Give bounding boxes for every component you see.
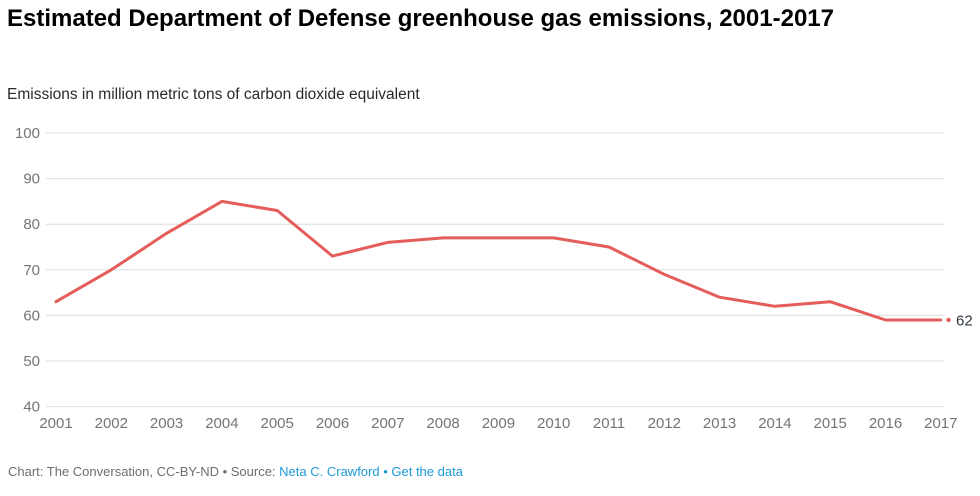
x-axis-label-2004: 2004 bbox=[205, 415, 238, 432]
chart-footer: Chart: The Conversation, CC-BY-ND • Sour… bbox=[8, 463, 463, 481]
source-link[interactable]: Neta C. Crawford bbox=[279, 464, 380, 479]
x-axis-label-2002: 2002 bbox=[95, 415, 128, 432]
y-axis-label-80: 80 bbox=[23, 216, 40, 233]
line-chart-area: 100 90 80 70 60 50 40 2001 2002 2003 2004 2005 2006 2… bbox=[0, 118, 980, 448]
y-axis-label-60: 60 bbox=[23, 307, 40, 324]
x-axis-label-2007: 2007 bbox=[371, 415, 404, 432]
x-axis-label-2010: 2010 bbox=[537, 415, 570, 432]
end-value-label: 62 bbox=[956, 312, 973, 329]
emissions-line bbox=[54, 199, 943, 322]
y-axis-label-100: 100 bbox=[15, 125, 40, 142]
x-axis-label-2001: 2001 bbox=[39, 415, 72, 432]
x-axis-label-2009: 2009 bbox=[482, 415, 515, 432]
get-the-data-link[interactable]: Get the data bbox=[391, 464, 463, 479]
x-axis-label-2008: 2008 bbox=[426, 415, 459, 432]
x-axis-label-2016: 2016 bbox=[869, 415, 902, 432]
end-point-dot bbox=[946, 317, 951, 323]
x-axis-label-2014: 2014 bbox=[758, 415, 791, 432]
x-axis-label-2013: 2013 bbox=[703, 415, 736, 432]
y-axis-label-70: 70 bbox=[23, 262, 40, 279]
chart-subtitle: Emissions in million metric tons of carb… bbox=[7, 86, 420, 103]
y-axis-label-50: 50 bbox=[23, 353, 40, 370]
footer-separator: • bbox=[379, 464, 392, 479]
x-axis-label-2006: 2006 bbox=[316, 415, 349, 432]
x-axis-label-2015: 2015 bbox=[814, 415, 847, 432]
x-axis-label-2011: 2011 bbox=[593, 415, 625, 432]
x-axis-label-2012: 2012 bbox=[648, 415, 681, 432]
x-axis-label-2017: 2017 bbox=[924, 415, 957, 432]
footer-attribution: Chart: The Conversation, CC-BY-ND • Sour… bbox=[8, 464, 280, 479]
x-axis-label-2005: 2005 bbox=[261, 415, 294, 432]
x-axis-label-2003: 2003 bbox=[150, 415, 183, 432]
y-axis-label-40: 40 bbox=[23, 399, 40, 416]
y-axis-label-90: 90 bbox=[23, 171, 40, 188]
chart-title: Estimated Department of Defense greenhou… bbox=[7, 5, 834, 32]
